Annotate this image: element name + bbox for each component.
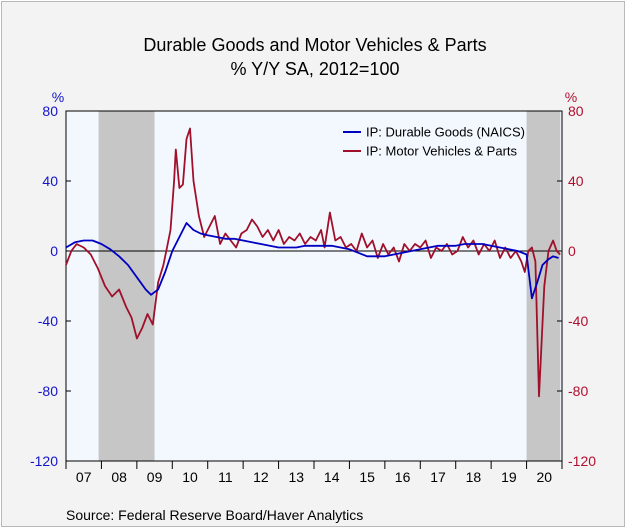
y-tick-label-left: -80 [38, 383, 58, 399]
y-tick-label-right: -120 [568, 453, 596, 469]
x-tick-label: 19 [501, 469, 517, 485]
series-line-2 [65, 127, 561, 398]
plot-area: 80 80 40 40 0 0 -40 -40 -80 -80 -120 -120 07 08 09 10 11… [30, 103, 596, 485]
y-tick-label-right: 40 [568, 173, 584, 189]
x-tick-label: 16 [395, 469, 411, 485]
x-tick-label: 10 [182, 469, 198, 485]
x-tick-label: 12 [253, 469, 269, 485]
x-tick-label: 13 [288, 469, 304, 485]
x-tick-label: 18 [466, 469, 482, 485]
chart-title: Durable Goods and Motor Vehicles & Parts [143, 35, 486, 55]
x-tick-label: 14 [324, 469, 340, 485]
legend-label-1: IP: Durable Goods (NAICS) [366, 125, 525, 140]
chart-subtitle: % Y/Y SA, 2012=100 [231, 59, 400, 79]
left-axis-unit: % [52, 89, 64, 105]
x-tick-label: 07 [76, 469, 92, 485]
y-tick-label-right: -40 [568, 313, 588, 329]
y-tick-label-left: -120 [30, 453, 58, 469]
y-tick-label-left: 80 [42, 103, 58, 119]
x-tick-label: 15 [359, 469, 375, 485]
y-tick-label-right: 0 [568, 243, 576, 259]
x-tick-label: 20 [536, 469, 552, 485]
x-tick-label: 17 [430, 469, 446, 485]
source-note: Source: Federal Reserve Board/Haver Anal… [66, 507, 363, 523]
y-tick-label-left: 40 [42, 173, 58, 189]
recession-band-0 [98, 111, 155, 461]
series-line-1 [65, 222, 559, 300]
y-tick-label-right: 80 [568, 103, 584, 119]
right-axis-unit: % [565, 89, 577, 105]
x-tick-label: 11 [218, 469, 233, 485]
x-tick-label: 09 [147, 469, 163, 485]
legend: IP: Durable Goods (NAICS) IP: Motor Vehic… [343, 125, 525, 159]
y-tick-label-right: -80 [568, 383, 588, 399]
x-tick-label: 08 [111, 469, 127, 485]
y-tick-label-left: -40 [38, 313, 58, 329]
y-tick-label-left: 0 [50, 243, 58, 259]
legend-label-2: IP: Motor Vehicles & Parts [366, 144, 518, 159]
